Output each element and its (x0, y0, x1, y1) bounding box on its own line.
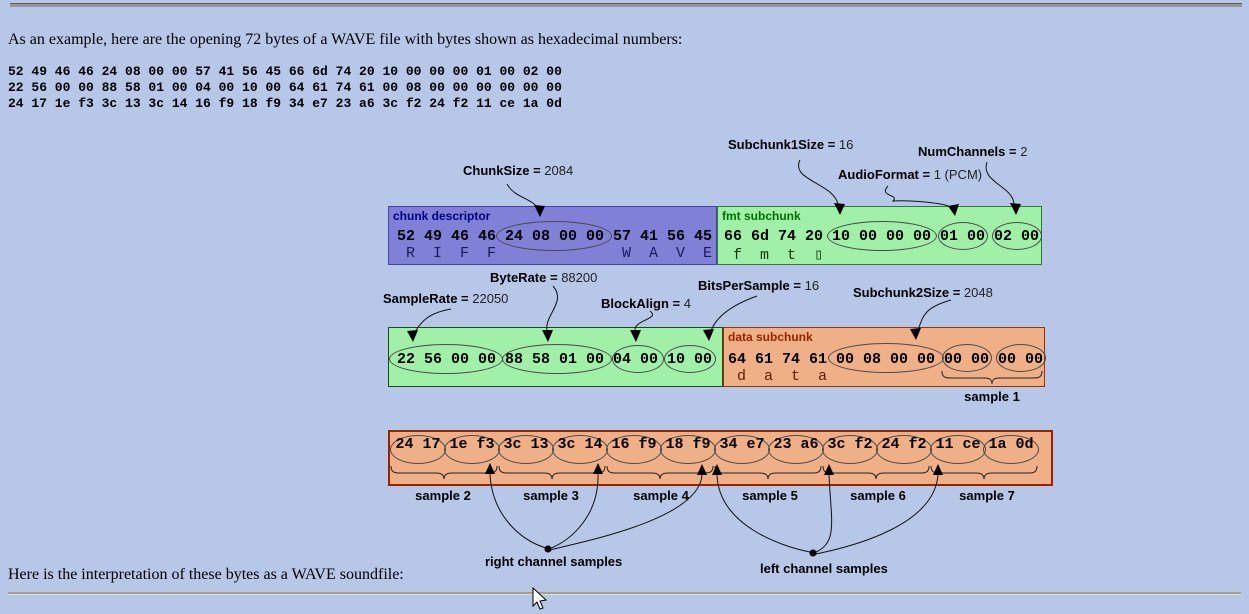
hex-dump-line: 52 49 46 46 24 08 00 00 57 41 56 45 66 6… (8, 64, 562, 79)
byte-pair: 24 f2 (876, 435, 932, 464)
field-ellipse-subchunk1size (827, 221, 937, 251)
right-channel-label: right channel samples (485, 554, 623, 569)
annotation-numchannels: NumChannels = 2 (918, 144, 1028, 159)
byte-pair: 23 a6 (768, 435, 824, 464)
field-ellipse-bitspersample (664, 345, 716, 373)
annotation-subchunk2size: Subchunk2Size = 2048 (853, 285, 993, 300)
sample-5-label: sample 5 (742, 488, 798, 503)
intro-paragraph: As an example, here are the opening 72 b… (8, 31, 683, 48)
annotation-subchunk1size: Subchunk1Size = 16 (728, 137, 854, 152)
field-ellipse-byterate (502, 344, 612, 374)
annotation-samplerate: SampleRate = 22050 (383, 291, 509, 306)
top-horizontal-rule (10, 3, 1242, 7)
byte-pair: 3c 13 (498, 435, 554, 464)
byte-pair: 11 ce (930, 435, 986, 464)
data-subchunk-label: data subchunk (728, 330, 813, 344)
sample-4-label: sample 4 (633, 488, 689, 503)
byte-pair: 3c 14 (552, 435, 608, 464)
byte-pair: 16 f9 (606, 435, 662, 464)
byte-pair: 1e f3 (444, 435, 500, 464)
annotation-blockalign: BlockAlign = 4 (601, 296, 691, 311)
annotation-bitspersample: BitsPerSample = 16 (698, 278, 820, 293)
field-ellipse-sample1-right (996, 344, 1046, 372)
sample-2-label: sample 2 (415, 488, 471, 503)
annotation-byterate: ByteRate = 88200 (490, 270, 598, 285)
sample-1-label: sample 1 (964, 389, 1020, 404)
field-ellipse-audioformat (938, 222, 988, 250)
annotation-chunksize: ChunkSize = 2084 (463, 163, 574, 178)
hex-dump-line: 24 17 1e f3 3c 13 3c 14 16 f9 18 f9 34 e… (8, 96, 562, 111)
annotation-audioformat: AudioFormat = 1 (PCM) (838, 167, 983, 182)
sample-6-label: sample 6 (850, 488, 906, 503)
hex-dump-line: 22 56 00 00 88 58 01 00 04 00 10 00 64 6… (8, 80, 562, 95)
byte-pair: 34 e7 (714, 435, 770, 464)
fmt-subchunk-label: fmt subchunk (722, 209, 801, 223)
byte-pair: 24 17 (390, 435, 446, 464)
chunk-descriptor-chars: R I F F W A V E (397, 245, 713, 262)
field-ellipse-chunksize (496, 221, 612, 251)
data-subchunk-chars: d a t a (728, 368, 828, 385)
byte-pair: 3c f2 (822, 435, 878, 464)
byte-pair: 1a 0d (983, 435, 1039, 464)
sample-7-label: sample 7 (959, 488, 1015, 503)
field-ellipse-sample1-left (942, 344, 992, 372)
outro-paragraph: Here is the interpretation of these byte… (8, 566, 404, 583)
left-channel-label: left channel samples (760, 561, 888, 576)
channel-connectors (489, 473, 939, 555)
hex-dump: 52 49 46 46 24 08 00 00 57 41 56 45 66 6… (8, 64, 562, 112)
fmt-subchunk-chars: f m t ▯ (724, 247, 824, 264)
chunk-descriptor-label: chunk descriptor (393, 209, 491, 223)
sample-3-label: sample 3 (523, 488, 579, 503)
field-ellipse-subchunk2size (828, 343, 944, 373)
field-ellipse-blockalign (612, 345, 664, 373)
field-ellipse-numchannels (992, 222, 1042, 250)
bottom-horizontal-rule (8, 592, 1241, 595)
byte-pair: 18 f9 (660, 435, 716, 464)
field-ellipse-samplerate (389, 344, 503, 374)
